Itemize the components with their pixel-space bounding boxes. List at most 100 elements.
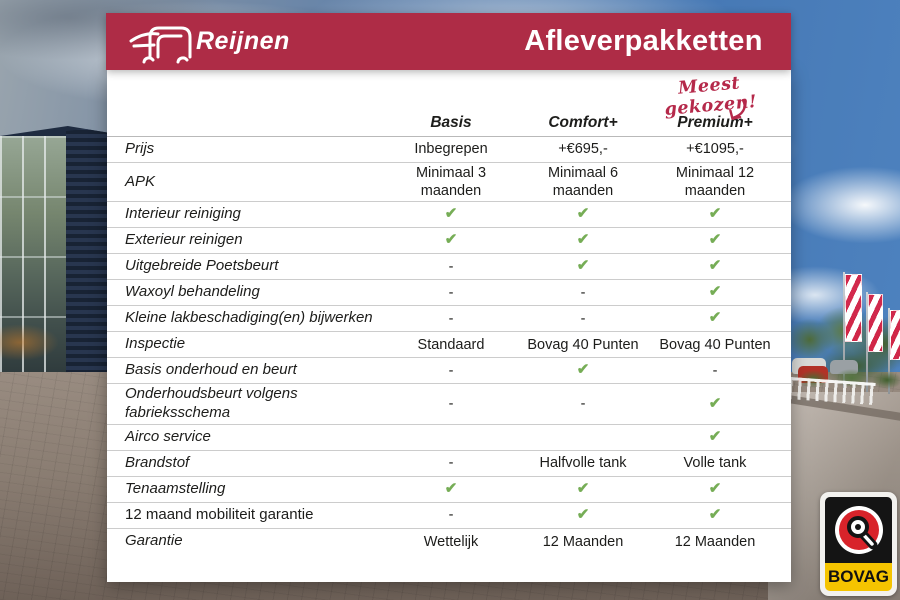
table-row: Waxoyl behandeling - - ✔ (107, 280, 791, 307)
cell-check: ✔ (649, 480, 781, 499)
cell-value: - (448, 284, 454, 301)
table-row: APK Minimaal 3 maanden Minimaal 6 maanden M… (107, 163, 791, 203)
page-title: Afleverpakketten (524, 25, 763, 57)
arrow-down-icon (729, 99, 746, 120)
cell-value: Standaard (417, 336, 485, 353)
cell-check: ✔ (649, 283, 781, 302)
cell-value: Wettelijk (423, 533, 479, 550)
cell-value: Halfvolle tank (539, 455, 627, 472)
check-icon: ✔ (708, 427, 722, 445)
cell-value: Volle tank (683, 455, 747, 472)
reijnen-logo: Reijnen (128, 19, 290, 65)
check-icon: ✔ (576, 479, 590, 497)
row-label: Prijs (125, 140, 155, 158)
row-label: Inspectie (125, 335, 186, 353)
table-row: Brandstof - Halfvolle tank Volle tank (107, 451, 791, 477)
flag-pole (888, 308, 890, 394)
cell-check: ✔ (649, 428, 781, 447)
cell-value: 12 Maanden (542, 533, 624, 550)
bovag-wordmark: BOVAG (825, 563, 892, 591)
check-icon: ✔ (444, 231, 458, 249)
row-label: Onderhoudsbeurt volgens fabrieksschema (125, 385, 298, 421)
cell-check: ✔ (385, 480, 517, 499)
row-label: Waxoyl behandeling (125, 283, 260, 301)
bovag-key-icon (834, 506, 883, 554)
cell-check: ✔ (517, 361, 649, 380)
check-icon: ✔ (708, 479, 722, 497)
cell-check: ✔ (649, 205, 781, 224)
flag (845, 274, 862, 342)
row-label: Airco service (125, 427, 211, 445)
cell-check: ✔ (649, 506, 781, 525)
table-row: 12 maand mobiliteit garantie - ✔ ✔ (107, 503, 791, 529)
cell-check: ✔ (649, 257, 781, 276)
check-icon: ✔ (576, 205, 590, 223)
flag-pole (843, 272, 845, 390)
cell-value: - (448, 310, 454, 327)
cell-value: 12 Maanden (674, 533, 756, 550)
column-header-comfort: Comfort+ (548, 114, 618, 131)
check-icon: ✔ (708, 505, 722, 523)
table-row: Basis onderhoud en beurt - ✔ - (107, 358, 791, 385)
cell-value: - (448, 362, 454, 379)
cell-check: ✔ (649, 309, 781, 328)
row-label: Garantie (125, 532, 183, 550)
check-icon: ✔ (708, 394, 722, 412)
cell-value: - (580, 284, 586, 301)
bovag-emblem (825, 497, 892, 563)
cell-check: ✔ (517, 506, 649, 525)
check-icon: ✔ (708, 257, 722, 275)
table-row: Onderhoudsbeurt volgens fabrieksschema - -… (107, 384, 791, 425)
cell-check: ✔ (385, 231, 517, 250)
table-row: Uitgebreide Poetsbeurt - ✔ ✔ (107, 254, 791, 281)
cell-value: - (448, 507, 454, 524)
dealership-building (0, 126, 113, 376)
row-label: Brandstof (125, 453, 190, 471)
column-header-basis: Basis (430, 114, 472, 131)
cell-value: Inbegrepen (414, 141, 488, 158)
row-label: Uitgebreide Poetsbeurt (125, 257, 279, 275)
check-icon: ✔ (444, 479, 458, 497)
cell-check: ✔ (649, 231, 781, 250)
table-row: Kleine lakbeschadiging(en) bijwerken - - ✔ (107, 306, 791, 333)
cell-value: - (448, 258, 454, 275)
cell-check: ✔ (517, 231, 649, 250)
cell-value: - (448, 455, 454, 472)
table-row: Airco service ✔ (107, 425, 791, 451)
row-label: Basis onderhoud en beurt (125, 361, 297, 379)
cell-value: Bovag 40 Punten (527, 336, 639, 353)
building-siding (66, 126, 113, 376)
table-body: Prijs Inbegrepen +€695,- +€1095,- APK Minimaa… (107, 137, 791, 555)
table-row: Exterieur reinigen ✔ ✔ ✔ (107, 228, 791, 255)
header-bar: Reijnen Afleverpakketten (106, 13, 791, 70)
cell-value: Minimaal 3 maanden (415, 165, 487, 200)
check-icon: ✔ (576, 505, 590, 523)
check-icon: ✔ (576, 361, 590, 379)
car-logo-icon (129, 26, 192, 63)
cell-value: +€695,- (558, 141, 608, 158)
table-row: Garantie Wettelijk 12 Maanden 12 Maanden (107, 529, 791, 555)
row-label: Tenaamstelling (125, 479, 226, 497)
table-row: Prijs Inbegrepen +€695,- +€1095,- (107, 137, 791, 163)
cell-check: ✔ (385, 205, 517, 224)
cell-value: - (580, 310, 586, 327)
row-label: 12 maand mobiliteit garantie (125, 505, 314, 523)
cell-value: Minimaal 12 maanden (675, 165, 755, 200)
check-icon: ✔ (708, 205, 722, 223)
packages-table-card: Meest gekozen! Basis Comfort+ Premium+ Pri… (107, 70, 791, 582)
cell-value: Minimaal 6 maanden (547, 165, 619, 200)
building-windows (0, 136, 66, 376)
cell-value: Bovag 40 Punten (659, 336, 771, 353)
check-icon: ✔ (576, 231, 590, 249)
flag (890, 310, 900, 360)
cell-check: ✔ (517, 480, 649, 499)
row-label: Kleine lakbeschadiging(en) bijwerken (125, 309, 373, 327)
cell-check: ✔ (517, 205, 649, 224)
most-chosen-annotation: Meest gekozen! (634, 70, 787, 123)
check-icon: ✔ (708, 231, 722, 249)
cell-value: - (580, 395, 586, 412)
cell-value: - (712, 362, 718, 379)
check-icon: ✔ (444, 205, 458, 223)
cell-check: ✔ (517, 257, 649, 276)
row-label: Exterieur reinigen (125, 231, 243, 249)
